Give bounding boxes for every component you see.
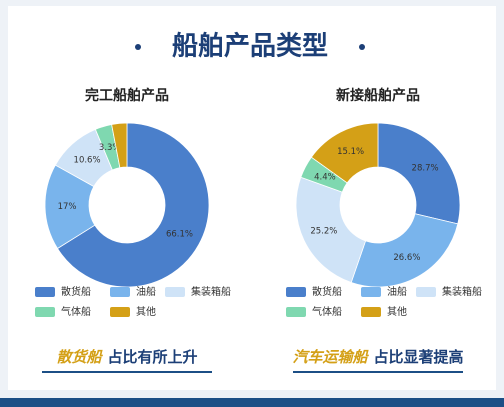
donut-slice [377, 122, 461, 225]
title-dot [359, 44, 365, 50]
legend-label: 油船 [136, 285, 156, 298]
value-label: 25.2% [310, 226, 337, 236]
caption-highlight: 汽车运输船 [292, 348, 369, 366]
donut-slice [350, 213, 459, 288]
value-label: 15.1% [337, 147, 364, 157]
caption: 汽车运输船 占比显著提高 [292, 348, 463, 366]
page-title: 船舶产品类型 [172, 31, 328, 62]
value-label: 66.1% [166, 230, 193, 240]
legend-label: 集装箱船 [442, 285, 482, 298]
chart-title: 完工船舶产品 [85, 87, 169, 104]
legend-swatch [416, 287, 436, 297]
legend-label: 油船 [387, 285, 407, 298]
legend-label: 散货船 [312, 285, 342, 298]
value-label: 28.7% [412, 163, 439, 173]
legend-label: 气体船 [312, 305, 342, 318]
legend-swatch [286, 287, 306, 297]
donut-slice [310, 122, 379, 184]
legend-label: 其他 [136, 305, 156, 318]
legend-swatch [35, 287, 55, 297]
legend-label: 其他 [387, 305, 407, 318]
legend-swatch [361, 307, 381, 317]
legend-label: 集装箱船 [191, 285, 231, 298]
legend-label: 散货船 [61, 285, 91, 298]
chart-title: 新接船舶产品 [336, 87, 420, 104]
donut-slice [56, 122, 210, 288]
donut-slice [295, 176, 367, 284]
legend-swatch [361, 287, 381, 297]
legend-swatch [165, 287, 185, 297]
title-dot [135, 44, 141, 50]
legend-swatch [35, 307, 55, 317]
caption: 散货船 占比有所上升 [56, 348, 197, 366]
value-label: 3.3% [99, 143, 121, 153]
donut-slice [111, 122, 128, 169]
legend-swatch [110, 307, 130, 317]
bottom-bar [0, 398, 504, 407]
legend-swatch [286, 307, 306, 317]
value-label: 26.6% [393, 253, 420, 263]
value-label: 10.6% [74, 156, 101, 166]
caption-highlight: 散货船 [56, 348, 103, 366]
value-label: 17% [58, 202, 77, 212]
caption-text: 占比有所上升 [108, 348, 198, 366]
legend-swatch [110, 287, 130, 297]
legend-label: 气体船 [61, 305, 91, 318]
value-label: 4.4% [314, 173, 336, 183]
caption-text: 占比显著提高 [374, 348, 464, 366]
